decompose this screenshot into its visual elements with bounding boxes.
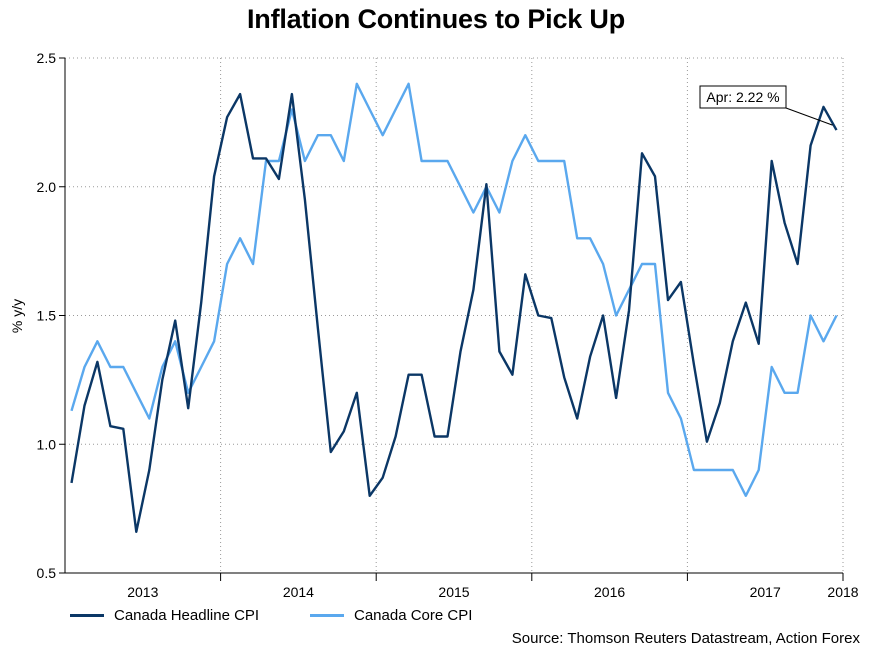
- legend-swatch-core: [310, 614, 344, 617]
- x-tick-label: 2014: [283, 584, 314, 600]
- y-tick-label: 0.5: [37, 565, 57, 581]
- series-line-core-cpi: [70, 82, 838, 497]
- series-line-headline-cpi: [70, 92, 838, 533]
- x-tick-label: 2016: [594, 584, 625, 600]
- series-lines: [70, 82, 838, 533]
- source-note: Source: Thomson Reuters Datastream, Acti…: [511, 630, 860, 647]
- x-tick-label: 2015: [438, 584, 469, 600]
- legend-swatch-headline: [70, 614, 104, 617]
- legend-item-headline: Canada Headline CPI: [70, 607, 259, 624]
- annotation-box: [699, 85, 787, 109]
- axes: 0.5 1.0 1.5 2.0 2.5 2013 2014 2015 2016 2017 2018: [37, 50, 859, 600]
- y-tick-label: 2.5: [37, 50, 57, 66]
- y-axis-label: % y/y: [9, 299, 25, 333]
- legend-label-core: Canada Core CPI: [354, 607, 473, 624]
- legend-item-core: Canada Core CPI: [310, 607, 472, 624]
- x-tick-label: 2017: [750, 584, 781, 600]
- x-tick-label: 2013: [127, 584, 158, 600]
- legend-label-headline: Canada Headline CPI: [114, 607, 260, 624]
- annotation: Apr: 2.22 %: [699, 85, 833, 126]
- annotation-label: Apr: 2.22 %: [706, 89, 779, 105]
- y-tick-label: 2.0: [37, 179, 57, 195]
- chart-title: Inflation Continues to Pick Up: [247, 4, 625, 34]
- annotation-leader: [785, 107, 833, 126]
- y-tick-label: 1.5: [37, 308, 57, 324]
- y-tick-label: 1.0: [37, 436, 57, 452]
- gridlines: [65, 57, 844, 573]
- x-tick-label: 2018: [827, 584, 858, 600]
